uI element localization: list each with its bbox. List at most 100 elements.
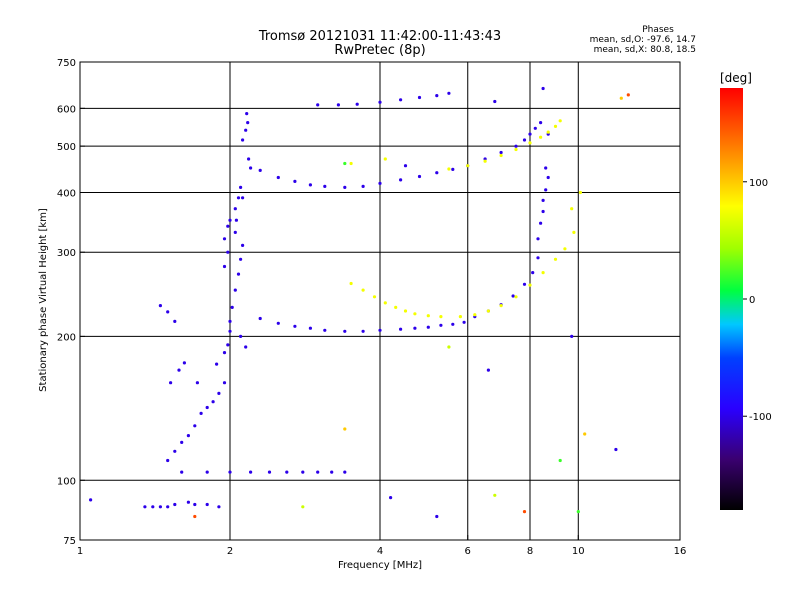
data-point-o xyxy=(417,174,422,179)
data-point-x xyxy=(349,161,353,166)
stats-x-line: mean, sd,X: 80.8, 18.5 xyxy=(594,45,696,55)
data-point-o xyxy=(316,470,320,474)
data-point-o xyxy=(514,144,518,148)
data-point-o xyxy=(205,470,209,474)
data-point-o xyxy=(239,334,243,338)
data-point-x xyxy=(546,130,550,134)
data-point-o xyxy=(247,157,251,161)
data-point-o xyxy=(447,91,451,95)
data-point-o xyxy=(222,351,227,355)
data-point-o xyxy=(222,381,227,385)
data-point-o xyxy=(399,98,403,102)
data-point-o xyxy=(308,183,312,187)
data-point-o xyxy=(258,168,262,172)
data-point-o xyxy=(228,470,232,474)
data-point-o xyxy=(541,198,545,202)
data-point-scattered xyxy=(619,96,623,100)
data-point-o xyxy=(226,250,230,254)
data-point-o xyxy=(233,288,237,292)
data-point-o xyxy=(546,175,550,180)
data-point-o xyxy=(343,470,347,474)
colorbar-label: [deg] xyxy=(720,71,752,85)
data-point-x xyxy=(473,313,477,317)
data-point-o xyxy=(570,334,574,338)
data-point-o xyxy=(276,321,280,325)
data-point-o xyxy=(249,470,253,474)
data-point-x xyxy=(570,207,574,211)
data-point-x xyxy=(458,315,462,319)
data-point-scattered xyxy=(626,93,630,97)
data-point-scattered xyxy=(435,514,439,519)
data-point-o xyxy=(193,424,197,428)
data-point-o xyxy=(222,264,227,269)
data-point-o xyxy=(173,502,177,507)
x-axis-label: Frequency [MHz] xyxy=(338,560,422,571)
data-point-o xyxy=(293,179,297,183)
data-point-scattered xyxy=(447,345,451,349)
data-point-o xyxy=(199,411,203,415)
data-point-o xyxy=(244,128,248,132)
data-point-o xyxy=(536,256,540,260)
data-point-scattered xyxy=(193,514,197,519)
data-point-o xyxy=(536,237,540,241)
data-point-scattered xyxy=(583,432,587,436)
data-point-x xyxy=(403,309,408,313)
echo-points xyxy=(89,86,630,519)
data-point-o xyxy=(169,381,173,385)
data-point-o xyxy=(217,391,221,395)
data-point-o xyxy=(180,440,184,444)
x-tick-label: 4 xyxy=(377,546,383,557)
y-tick-label: 100 xyxy=(57,476,76,487)
data-point-o xyxy=(158,505,162,509)
data-point-o xyxy=(182,361,186,365)
data-point-o xyxy=(276,175,280,180)
y-tick-label: 300 xyxy=(57,248,76,259)
data-point-x xyxy=(528,141,532,145)
data-point-x xyxy=(383,301,387,305)
data-point-scattered xyxy=(343,427,347,431)
data-point-o xyxy=(205,405,209,410)
data-point-o xyxy=(493,99,497,104)
x-axis-ticks: 1 2 4 6 8 10 16 xyxy=(77,535,686,557)
data-point-o xyxy=(426,325,430,329)
data-point-o xyxy=(239,185,243,189)
data-point-x xyxy=(572,230,576,234)
data-point-x xyxy=(528,283,532,287)
x-tick-label: 1 xyxy=(77,546,83,557)
data-point-x xyxy=(514,147,518,152)
data-point-o xyxy=(173,449,177,453)
x-tick-label: 8 xyxy=(527,546,533,557)
data-point-o xyxy=(413,326,417,330)
y-tick-label: 750 xyxy=(57,58,76,69)
data-point-x xyxy=(499,153,503,158)
data-point-o xyxy=(241,138,245,142)
data-point-x xyxy=(541,271,545,275)
data-point-o xyxy=(205,502,209,507)
data-point-o xyxy=(435,94,439,98)
data-point-o xyxy=(158,304,162,308)
data-point-o xyxy=(417,95,422,100)
data-point-o xyxy=(533,126,537,130)
data-point-o xyxy=(511,294,515,298)
data-point-o xyxy=(258,316,262,321)
data-point-x xyxy=(499,304,503,308)
data-point-scattered xyxy=(558,458,562,463)
data-point-o xyxy=(226,343,230,347)
grid-lines xyxy=(80,62,680,540)
data-point-scattered xyxy=(493,493,497,497)
data-point-x xyxy=(349,281,353,286)
data-point-o xyxy=(173,319,177,323)
data-point-o xyxy=(234,218,238,222)
data-point-o xyxy=(186,434,190,438)
data-point-o xyxy=(241,243,245,247)
data-point-o xyxy=(499,150,503,155)
data-point-o xyxy=(143,505,147,509)
data-point-o xyxy=(285,470,289,474)
y-tick-label: 600 xyxy=(57,104,76,115)
stats-o-line: mean, sd,O: -97.6, 14.7 xyxy=(590,35,696,45)
data-point-o xyxy=(378,328,382,332)
data-point-o xyxy=(323,328,327,332)
y-axis-label: Stationary phase Virtual Height [km] xyxy=(38,208,49,392)
data-point-o xyxy=(451,322,455,326)
